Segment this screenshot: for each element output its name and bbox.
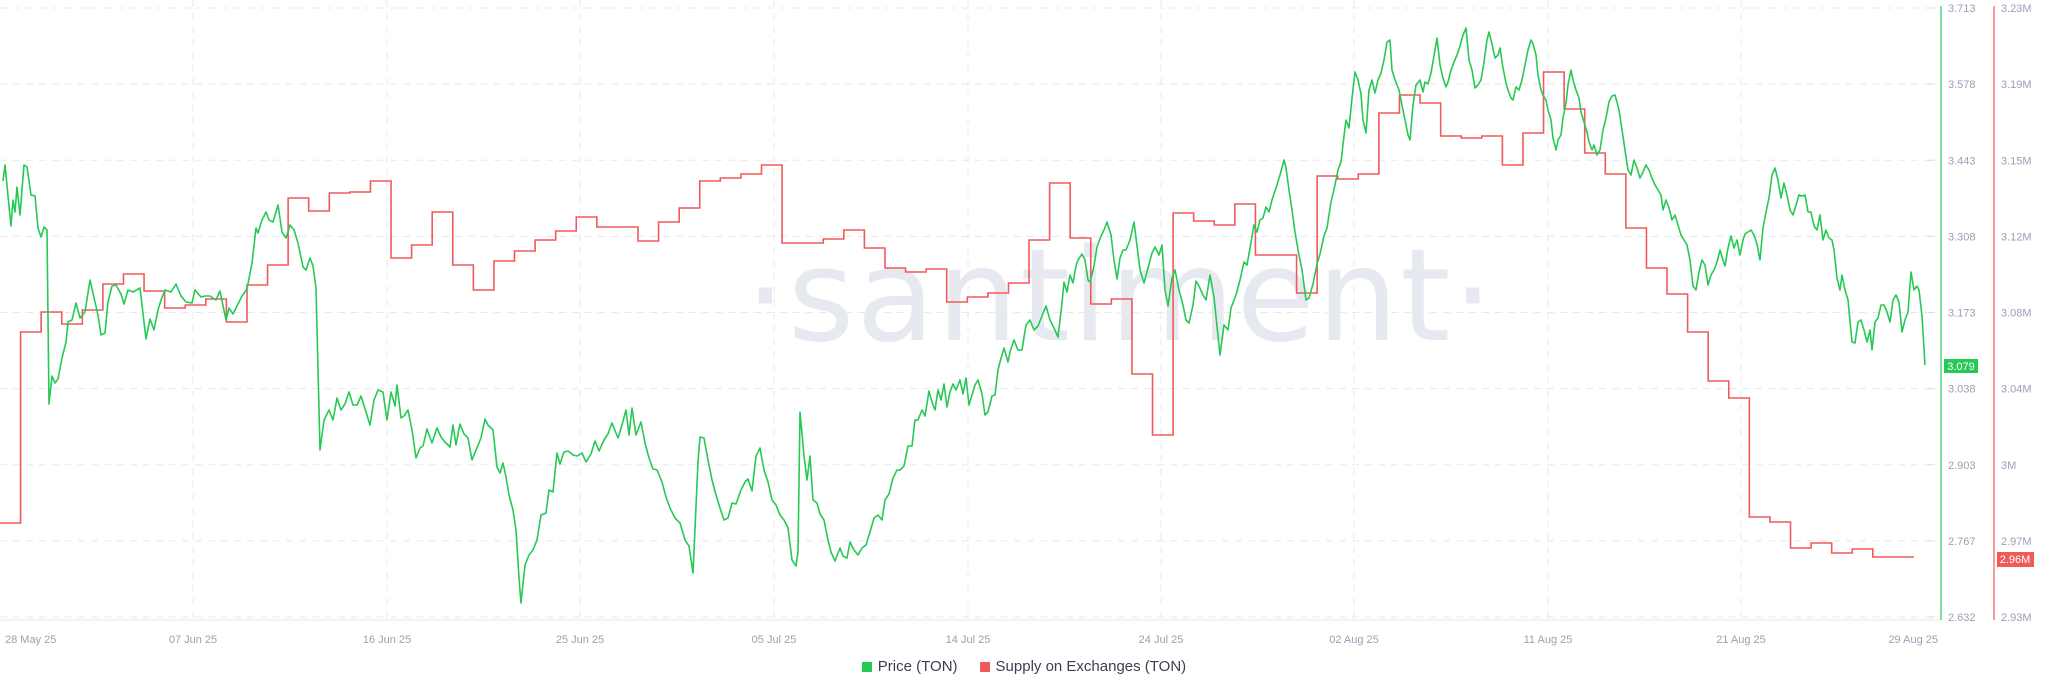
legend-item-supply[interactable]: Supply on Exchanges (TON) bbox=[979, 658, 1187, 675]
x-tick-label: 02 Aug 25 bbox=[1329, 634, 1379, 646]
supply-axis-ticks: 3.23M 3.19M 3.15M 3.12M 3.08M 3.04M 3M 2.97M 2.9… bbox=[2001, 3, 2032, 624]
price-line bbox=[2, 27, 1926, 604]
santiment-watermark: ·santiment· bbox=[745, 222, 1495, 371]
supply-tick-label: 3.15M bbox=[2001, 155, 2032, 167]
x-tick-label: 16 Jun 25 bbox=[363, 634, 411, 646]
x-axis-ticks: 28 May 25 07 Jun 25 16 Jun 25 25 Jun 25 05 J… bbox=[5, 634, 1938, 646]
price-tick-label: 3.308 bbox=[1948, 231, 1976, 243]
price-tick-label: 3.038 bbox=[1948, 384, 1976, 396]
chart-legend: Price (TON) Supply on Exchanges (TON) bbox=[0, 658, 2048, 675]
x-tick-label: 05 Jul 25 bbox=[752, 634, 797, 646]
price-tick-label: 2.767 bbox=[1948, 536, 1976, 548]
x-tick-label: 28 May 25 bbox=[5, 634, 56, 646]
legend-label-price: Price (TON) bbox=[877, 658, 958, 675]
chart-axes bbox=[0, 6, 1995, 621]
price-tick-label: 2.632 bbox=[1948, 612, 1976, 624]
price-tick-label: 3.713 bbox=[1948, 3, 1976, 15]
x-tick-label: 24 Jul 25 bbox=[1139, 634, 1184, 646]
price-tick-label: 3.578 bbox=[1948, 79, 1976, 91]
supply-current-value: 2.96M bbox=[2000, 554, 2031, 566]
supply-tick-label: 3.23M bbox=[2001, 3, 2032, 15]
price-axis-ticks: 3.713 3.578 3.443 3.308 3.173 3.038 2.903 2.767… bbox=[1928, 3, 1976, 624]
price-current-badge: 3.079 bbox=[1944, 359, 1978, 373]
price-swatch-icon bbox=[861, 661, 872, 672]
legend-item-price[interactable]: Price (TON) bbox=[861, 658, 958, 675]
supply-tick-label: 3.12M bbox=[2001, 231, 2032, 243]
supply-tick-label: 3.08M bbox=[2001, 308, 2032, 320]
legend-label-supply: Supply on Exchanges (TON) bbox=[995, 658, 1187, 675]
x-tick-label: 21 Aug 25 bbox=[1716, 634, 1766, 646]
supply-tick-label: 3.04M bbox=[2001, 384, 2032, 396]
price-current-value: 3.079 bbox=[1947, 361, 1975, 373]
x-tick-label: 11 Aug 25 bbox=[1524, 634, 1573, 646]
x-tick-label: 07 Jun 25 bbox=[169, 634, 217, 646]
x-tick-label: 14 Jul 25 bbox=[946, 634, 991, 646]
x-tick-label: 25 Jun 25 bbox=[556, 634, 604, 646]
price-tick-label: 3.443 bbox=[1948, 155, 1976, 167]
supply-swatch-icon bbox=[979, 661, 990, 672]
supply-tick-label: 2.97M bbox=[2001, 536, 2032, 548]
price-tick-label: 3.173 bbox=[1948, 308, 1976, 320]
supply-tick-label: 3.19M bbox=[2001, 79, 2032, 91]
price-tick-label: 2.903 bbox=[1948, 460, 1976, 472]
supply-current-badge: 2.96M bbox=[1997, 552, 2034, 567]
supply-on-exchanges-line bbox=[0, 71, 1914, 558]
supply-tick-label: 2.93M bbox=[2001, 612, 2032, 624]
x-tick-label: 29 Aug 25 bbox=[1888, 634, 1938, 646]
chart-grid bbox=[0, 0, 1930, 620]
supply-tick-label: 3M bbox=[2001, 460, 2016, 472]
